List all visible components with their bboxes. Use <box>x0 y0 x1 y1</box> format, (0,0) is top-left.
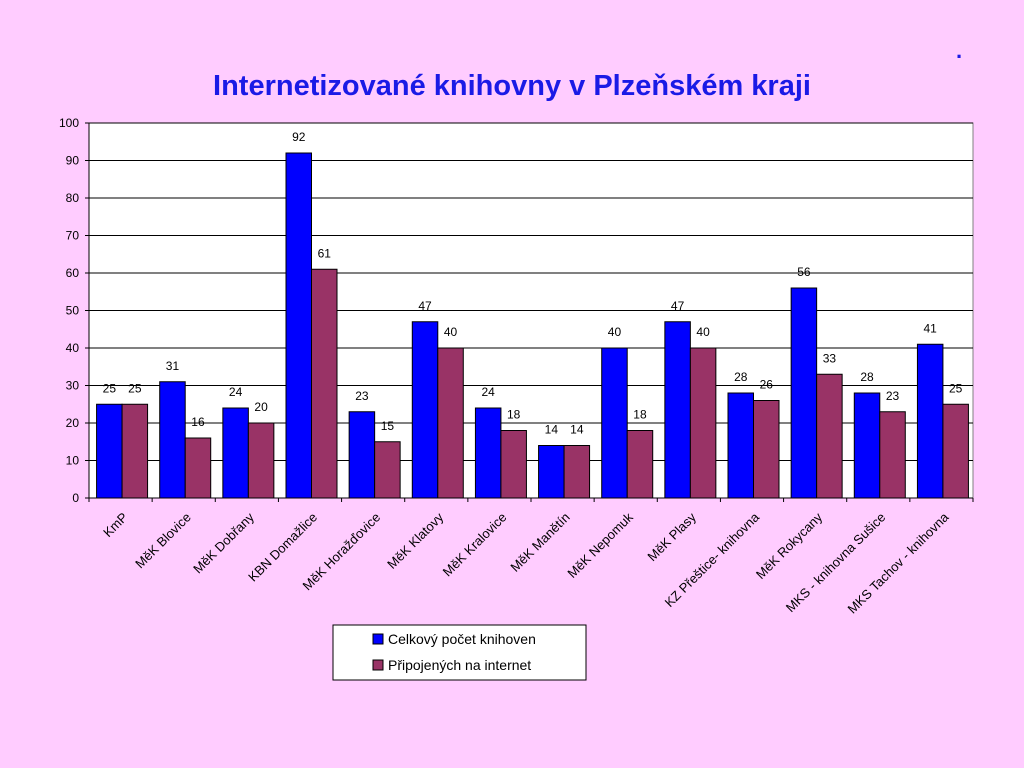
data-label: 41 <box>923 321 937 335</box>
category-label: MěK Kralovice <box>440 510 510 580</box>
bar <box>374 441 401 499</box>
bar <box>727 392 754 499</box>
category-label: KmP <box>100 510 131 541</box>
y-tick-label: 90 <box>66 154 80 168</box>
data-label: 24 <box>481 385 495 399</box>
data-label: 24 <box>229 385 243 399</box>
category-label: MěK Dobřany <box>190 509 257 576</box>
bar <box>96 403 123 499</box>
category-label: MěK Nepomuk <box>564 509 636 581</box>
data-label: 14 <box>570 423 584 437</box>
y-tick-label: 80 <box>66 191 80 205</box>
bar <box>790 287 818 499</box>
y-tick-label: 50 <box>66 304 80 318</box>
category-label: MěK Manětín <box>507 510 572 575</box>
category-label: MěK Rokycany <box>753 509 826 582</box>
data-label: 40 <box>444 325 458 339</box>
bars: 25 25 31 16 24 20 92 61 23 15 47 40 24 18 14 14 40 18 47 40… <box>96 130 969 499</box>
data-label: 14 <box>545 423 559 437</box>
data-label: 92 <box>292 130 306 144</box>
y-tick-label: 0 <box>72 491 79 505</box>
data-label: 25 <box>128 381 142 395</box>
data-label: 18 <box>507 408 521 422</box>
y-tick-label: 100 <box>59 116 79 130</box>
bar <box>563 445 591 499</box>
y-tick-label: 70 <box>66 229 80 243</box>
bar <box>159 381 186 499</box>
data-label: 18 <box>633 408 647 422</box>
data-label: 33 <box>823 351 837 365</box>
bar <box>311 268 338 499</box>
data-label: 61 <box>318 246 332 260</box>
bar <box>916 343 944 499</box>
y-tick-label: 40 <box>66 341 80 355</box>
y-tick-label: 10 <box>66 454 80 468</box>
data-label: 23 <box>355 389 369 403</box>
category-label: MěK Klatovy <box>384 509 447 572</box>
data-label: 25 <box>949 381 963 395</box>
bar <box>689 347 717 499</box>
slide-title: Internetizované knihovny v Plzeňském kra… <box>213 70 811 102</box>
y-tick-label: 30 <box>66 379 80 393</box>
legend: Celkový počet knihoven Připojených na int… <box>332 624 587 681</box>
bar <box>285 152 312 499</box>
data-label: 15 <box>381 419 395 433</box>
bar <box>626 430 654 499</box>
data-label: 47 <box>671 299 685 313</box>
bar <box>474 407 502 499</box>
bar <box>247 422 275 499</box>
legend-swatch <box>372 659 384 671</box>
data-label: 31 <box>166 359 180 373</box>
data-label: 26 <box>760 378 774 392</box>
data-label: 25 <box>103 381 117 395</box>
legend-label: Celkový počet knihoven <box>388 631 536 647</box>
bar <box>348 411 376 499</box>
bar <box>816 373 843 499</box>
bar <box>601 347 628 499</box>
bar <box>538 445 565 499</box>
bar <box>500 430 527 499</box>
data-label: 28 <box>734 370 748 384</box>
slide-corner-mark: . <box>956 38 963 63</box>
data-label: 20 <box>254 400 268 414</box>
bar <box>664 321 691 499</box>
data-label: 40 <box>608 325 622 339</box>
bar <box>753 400 780 499</box>
y-tick-label: 60 <box>66 266 80 280</box>
bar <box>853 392 881 499</box>
bar <box>121 403 149 499</box>
data-label: 16 <box>191 415 205 429</box>
category-label: MěK Blovice <box>132 510 194 572</box>
bar <box>879 411 906 499</box>
data-label: 28 <box>860 370 874 384</box>
bar <box>411 321 439 499</box>
gridlines <box>89 122 973 461</box>
data-label: 23 <box>886 389 900 403</box>
legend-swatch <box>372 633 384 645</box>
data-label: 56 <box>797 265 811 279</box>
bar <box>184 437 212 499</box>
bar <box>222 407 249 499</box>
bar <box>437 347 464 499</box>
bar <box>942 403 969 499</box>
data-label: 40 <box>696 325 710 339</box>
data-label: 47 <box>418 299 432 313</box>
y-tick-label: 20 <box>66 416 80 430</box>
category-label: MKS Tachov - knihovna <box>845 509 953 617</box>
legend-label: Připojených na internet <box>388 657 531 673</box>
category-label: MěK Plasy <box>644 509 699 564</box>
